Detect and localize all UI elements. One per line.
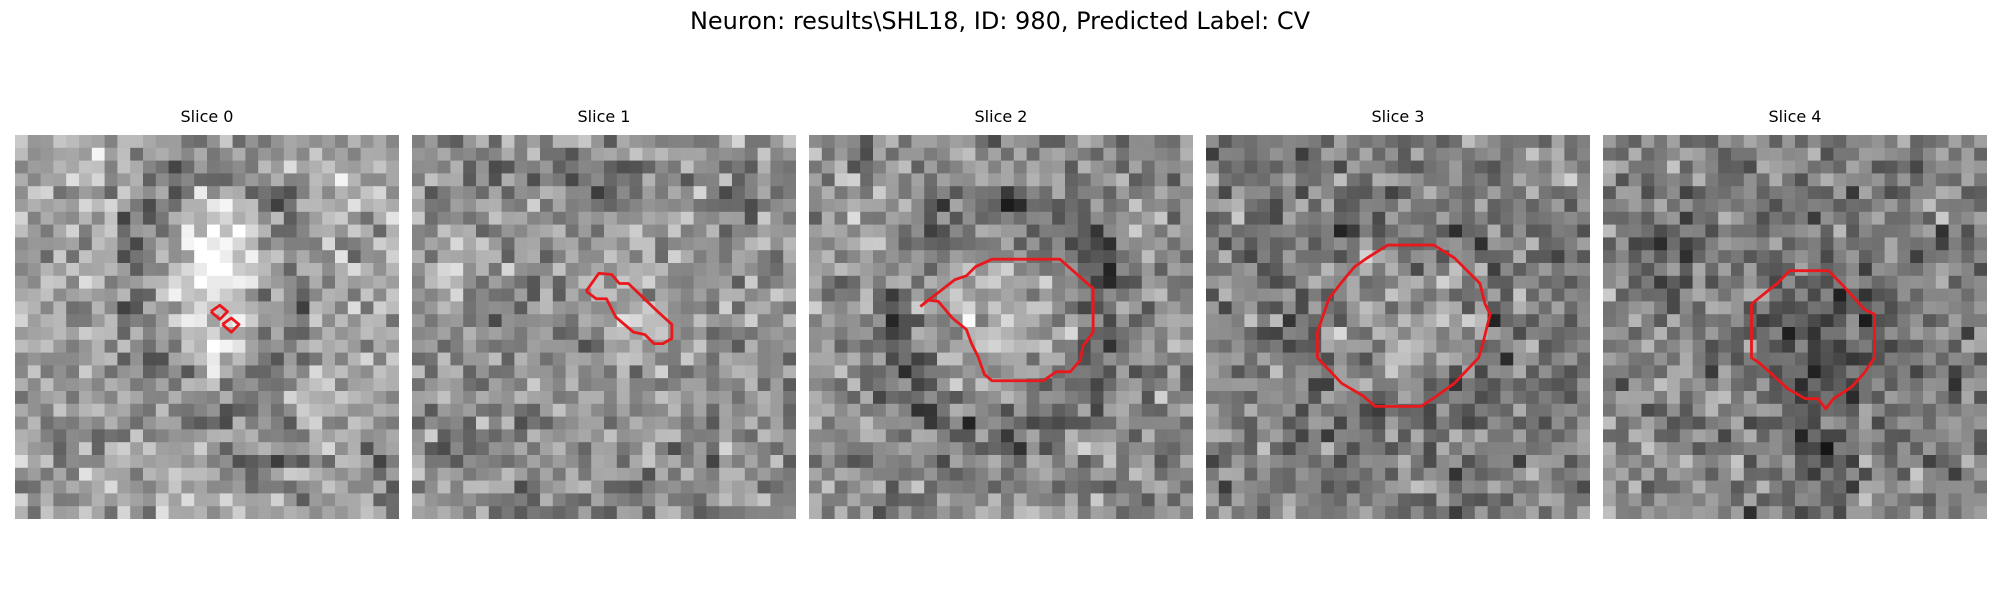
slice-image [412,135,796,519]
slice-image [1603,135,1987,519]
slice-image [809,135,1193,519]
slice-title: Slice 4 [1768,107,1822,126]
slice-title: Slice 3 [1371,107,1425,126]
slice-panel-1: Slice 1 [412,107,796,519]
slice-image [15,135,399,519]
slice-image [1206,135,1590,519]
slice-panel-4: Slice 4 [1603,107,1987,519]
roi-contour [221,316,241,334]
slice-title: Slice 1 [577,107,631,126]
roi-contour [584,271,674,346]
figure-title: Neuron: results\SHL18, ID: 980, Predicte… [689,7,1311,35]
slice-panel-2: Slice 2 [809,107,1193,519]
slice-panel-3: Slice 3 [1206,107,1590,519]
roi-contour [209,303,229,321]
slice-title: Slice 0 [180,107,234,126]
slice-title: Slice 2 [974,107,1028,126]
slice-panel-0: Slice 0 [15,107,399,519]
roi-contour [919,257,1095,383]
roi-contour [1315,243,1492,408]
roi-contour [1750,269,1876,411]
